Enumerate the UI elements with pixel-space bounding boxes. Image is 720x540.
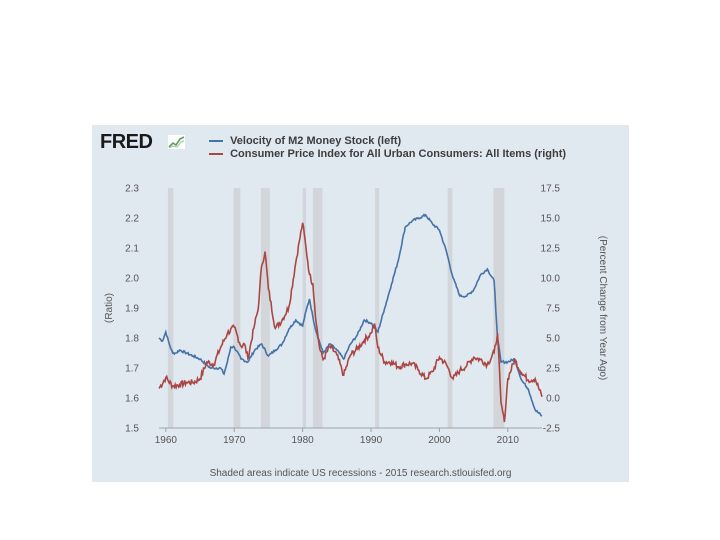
axes: 1.5 1.6 1.7 1.8 1.9 2.0 2.1 2.2 2.3 -2.5 0.0 2.5 5.0… <box>125 184 560 447</box>
recession-band-3 <box>302 188 307 428</box>
x-tick-label: 1960 <box>155 435 178 446</box>
left-tick-label: 2.1 <box>125 244 139 255</box>
right-tick-label: 15.0 <box>541 214 561 225</box>
left-tick-label: 2.0 <box>125 274 139 285</box>
legend-swatch-cpi <box>209 153 223 156</box>
left-tick-label: 1.6 <box>125 394 139 405</box>
footer-note: Shaded areas indicate US recessions - 20… <box>209 468 512 479</box>
right-tick-label: 5.0 <box>546 334 560 345</box>
right-tick-label: -2.5 <box>543 424 561 435</box>
fred-logo[interactable]: FRED <box>100 131 153 153</box>
recession-band-5 <box>375 188 380 428</box>
right-tick-label: 0.0 <box>546 394 560 405</box>
series-layer <box>158 213 543 423</box>
x-tick-label: 1970 <box>223 435 246 446</box>
x-tick-label: 1980 <box>292 435 315 446</box>
left-tick-label: 1.7 <box>125 364 139 375</box>
chart-svg: 1.5 1.6 1.7 1.8 1.9 2.0 2.1 2.2 2.3 -2.5 0.0 2.5 5.0… <box>104 184 608 447</box>
chart-line-icon <box>168 135 185 149</box>
legend-item-cpi[interactable]: Consumer Price Index for All Urban Consu… <box>209 148 566 160</box>
legend-item-velocity-m2[interactable]: Velocity of M2 Money Stock (left) <box>209 135 401 147</box>
x-tick-label: 1990 <box>360 435 383 446</box>
recession-band-4 <box>312 188 323 428</box>
legend-swatch-velocity <box>209 140 223 143</box>
left-tick-label: 2.3 <box>125 184 139 195</box>
left-tick-label: 2.2 <box>125 214 139 225</box>
left-tick-label: 1.8 <box>125 334 139 345</box>
series-line-cpi <box>158 222 543 423</box>
chart-panel: 1.5 1.6 1.7 1.8 1.9 2.0 2.1 2.2 2.3 -2.5 0.0 2.5 5.0… <box>92 125 629 482</box>
recession-band-1 <box>233 188 241 428</box>
right-tick-label: 12.5 <box>541 244 561 255</box>
right-tick-label: 10.0 <box>541 274 561 285</box>
x-tick-label: 2010 <box>497 435 520 446</box>
recession-band-2 <box>260 188 270 428</box>
right-tick-label: 7.5 <box>546 304 560 315</box>
right-tick-label: 2.5 <box>546 364 560 375</box>
recession-band-6 <box>447 188 453 428</box>
recession-bands <box>167 188 505 428</box>
legend-label-cpi: Consumer Price Index for All Urban Consu… <box>230 148 567 160</box>
left-tick-label: 1.9 <box>125 304 139 315</box>
right-axis-title: (Percent Change from Year Ago) <box>597 236 608 381</box>
right-tick-label: 17.5 <box>541 184 561 195</box>
x-tick-label: 2000 <box>428 435 451 446</box>
series-line-velocity-m2 <box>158 213 543 417</box>
recession-band-0 <box>167 188 174 428</box>
recession-band-7 <box>493 188 505 428</box>
left-axis-title: (Ratio) <box>104 293 115 323</box>
legend-label-velocity: Velocity of M2 Money Stock (left) <box>230 135 402 147</box>
left-tick-label: 1.5 <box>125 424 139 435</box>
